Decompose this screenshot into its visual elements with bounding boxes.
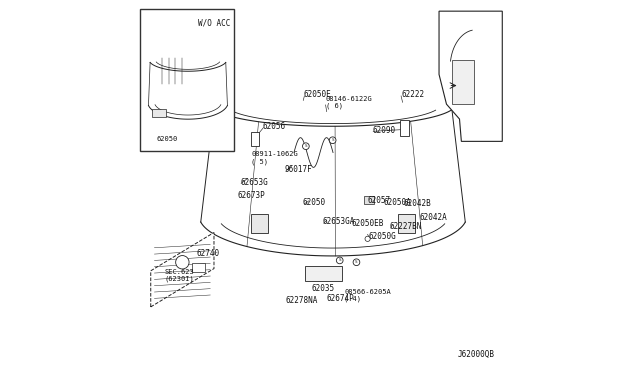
Text: 62674P: 62674P [326,294,355,303]
Text: 62035: 62035 [312,284,335,293]
Bar [251,132,259,146]
Circle shape [337,257,343,264]
Text: S: S [305,144,307,148]
Bar [452,60,474,104]
Circle shape [353,259,360,266]
Text: 62050EB: 62050EB [351,219,384,228]
Text: 62050E: 62050E [303,90,331,99]
Bar [152,109,166,117]
Text: S: S [332,138,334,142]
Circle shape [330,137,336,144]
Text: 62050: 62050 [303,198,326,207]
Text: W/O ACC: W/O ACC [198,19,230,28]
Bar [191,263,205,272]
Text: 62050A: 62050A [383,198,411,207]
Text: 62278NA: 62278NA [286,296,318,305]
Bar [364,196,374,204]
Polygon shape [439,11,502,141]
Circle shape [365,236,370,241]
Circle shape [303,143,309,150]
Polygon shape [151,232,214,307]
Text: 62740: 62740 [196,249,220,258]
FancyBboxPatch shape [140,9,234,151]
Text: 62653GA: 62653GA [323,217,355,226]
Bar [400,120,410,136]
Text: S: S [355,260,358,264]
Text: 62056: 62056 [262,122,285,131]
Bar [305,266,342,281]
Text: 08566-6205A
( 4): 08566-6205A ( 4) [344,289,391,302]
Bar [251,214,268,232]
Text: 62653G: 62653G [240,178,268,187]
Text: 62057: 62057 [367,196,391,205]
Text: 62050G: 62050G [369,232,396,241]
Circle shape [175,256,189,269]
Text: 62222: 62222 [402,90,425,99]
Text: 62673P: 62673P [237,191,265,200]
Text: SEC.623
(6230I): SEC.623 (6230I) [164,269,195,282]
Text: 62050: 62050 [156,136,177,142]
Text: S: S [339,259,341,262]
Text: 08911-1062G
( 5): 08911-1062G ( 5) [251,151,298,165]
Text: 62042A: 62042A [420,213,447,222]
Text: 62090: 62090 [372,126,396,135]
Text: 62227BN: 62227BN [390,222,422,231]
Text: 96017F: 96017F [285,165,312,174]
Text: J62000QB: J62000QB [458,350,495,359]
Bar [398,214,415,232]
Text: 62042B: 62042B [404,199,431,208]
Text: 08146-6122G
( 6): 08146-6122G ( 6) [326,96,372,109]
